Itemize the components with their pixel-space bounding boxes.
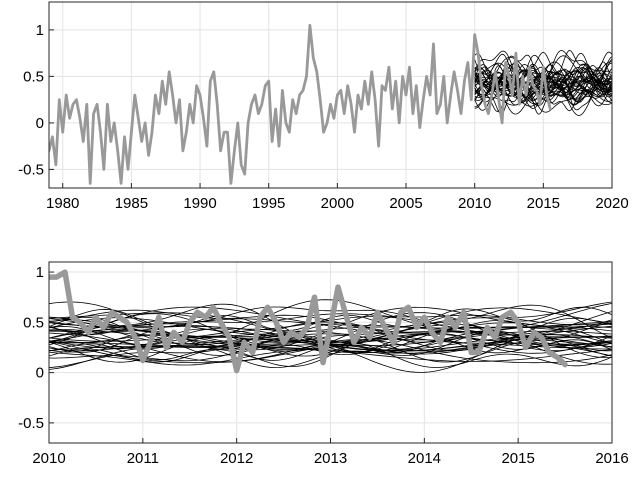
x-tick-label: 2020 [595, 195, 628, 212]
y-tick-label: -0.5 [18, 161, 44, 178]
x-tick-label: 2014 [408, 450, 441, 467]
observed-series-line [49, 269, 568, 374]
x-tick-label: 1980 [46, 195, 79, 212]
x-tick-label: 2016 [595, 450, 628, 467]
ensemble-member-line [49, 303, 612, 344]
observed-series-line [49, 23, 552, 185]
x-tick-label: 2011 [127, 450, 159, 467]
ensemble-member-line [49, 312, 612, 352]
y-tick-label: 0 [36, 365, 44, 382]
ensemble-member-line [49, 318, 612, 351]
x-tick-label: 1995 [252, 195, 285, 212]
ensemble-member-line [474, 74, 612, 115]
top-panel-chart: 1980 1985 1990 1995 2000 2005 2010 2015 2020 -0.5… [18, 1, 629, 212]
ensemble-member-line [49, 329, 612, 352]
y-tick-label: 0.5 [23, 314, 44, 331]
x-tick-label: 2005 [389, 195, 422, 212]
bottom-panel-chart: 2010 2011 2012 2013 2014 2015 2016 -0.5 0 0.5 1 [18, 261, 629, 467]
ensemble-member-line [49, 301, 612, 345]
y-tick-label: 1 [36, 264, 44, 281]
x-tick-label: 2013 [314, 450, 347, 467]
y-tick-label: 0.5 [23, 68, 44, 85]
x-tick-label: 2010 [32, 450, 65, 467]
ensemble-member-line [474, 75, 612, 98]
x-tick-label: 1985 [115, 195, 148, 212]
x-tick-label: 1990 [183, 195, 216, 212]
x-tick-label: 2015 [501, 450, 534, 467]
y-tick-label: 1 [36, 22, 44, 39]
x-tick-label: 2015 [527, 195, 560, 212]
y-tick-label: 0 [36, 115, 44, 132]
x-tick-label: 2012 [220, 450, 253, 467]
ensemble-member-line [49, 330, 612, 346]
axes-box [48, 1, 613, 189]
x-tick-label: 2010 [458, 195, 491, 212]
y-tick-label: -0.5 [18, 415, 44, 432]
ensemble-member-line [49, 317, 612, 353]
x-tick-label: 2000 [321, 195, 354, 212]
ensemble-member-line [49, 345, 612, 362]
ensemble-member-line [49, 334, 612, 357]
